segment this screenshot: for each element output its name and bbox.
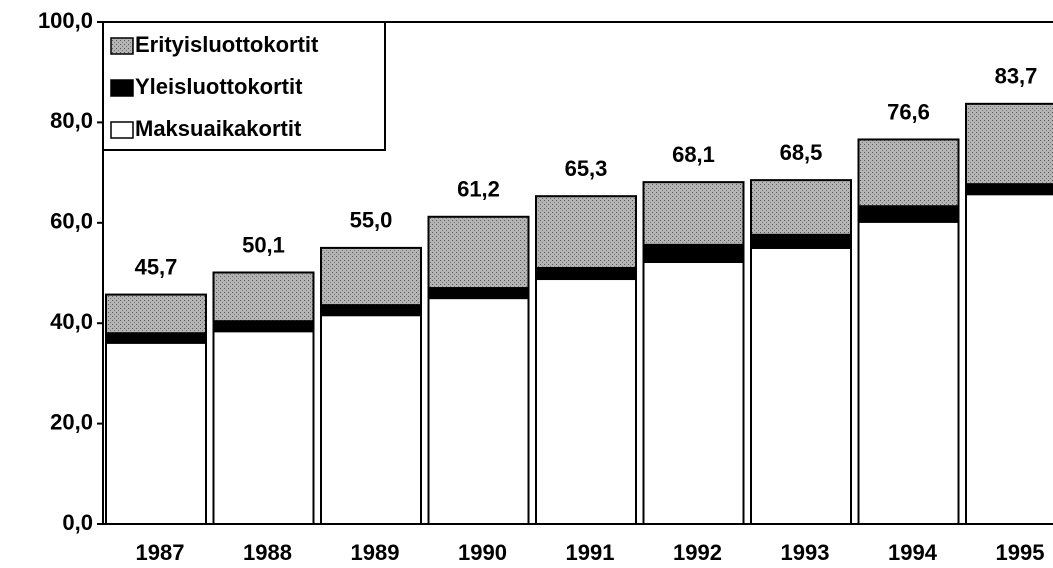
x-tick-label: 1992 bbox=[673, 540, 722, 565]
x-tick-label: 1989 bbox=[351, 540, 400, 565]
x-tick-label: 1994 bbox=[888, 540, 938, 565]
bar-segment bbox=[105, 341, 207, 526]
total-label: 55,0 bbox=[350, 208, 393, 233]
bar-segment bbox=[535, 278, 637, 525]
bar-segment bbox=[750, 179, 852, 236]
x-tick-label: 1995 bbox=[996, 540, 1045, 565]
y-tick-label: 60,0 bbox=[50, 209, 93, 234]
y-tick-label: 40,0 bbox=[50, 309, 93, 334]
bar-segment bbox=[965, 193, 1053, 525]
total-label: 68,5 bbox=[780, 140, 823, 165]
total-label: 45,7 bbox=[135, 254, 178, 279]
bar-segment bbox=[857, 220, 960, 526]
y-tick-label: 80,0 bbox=[50, 108, 93, 133]
bar-segment bbox=[750, 233, 852, 249]
bar-segment bbox=[212, 271, 315, 323]
total-label: 65,3 bbox=[565, 156, 608, 181]
total-label: 68,1 bbox=[672, 142, 715, 167]
legend-swatch bbox=[110, 121, 134, 139]
total-label: 61,2 bbox=[457, 177, 500, 202]
x-tick-label: 1993 bbox=[781, 540, 830, 565]
bar-segment bbox=[105, 332, 207, 344]
x-tick-label: 1987 bbox=[136, 540, 185, 565]
bar-segment bbox=[320, 304, 422, 317]
bar-segment bbox=[857, 138, 960, 208]
bar-segment bbox=[427, 215, 530, 290]
x-tick-label: 1990 bbox=[458, 540, 507, 565]
y-tick-label: 0,0 bbox=[62, 510, 93, 535]
bar-segment bbox=[642, 243, 745, 263]
legend-swatch bbox=[110, 79, 134, 97]
bar-segment bbox=[535, 195, 637, 269]
y-tick-label: 100,0 bbox=[38, 8, 93, 33]
bar-segment bbox=[105, 293, 207, 335]
bar-segment bbox=[212, 320, 315, 333]
bar-segment bbox=[642, 260, 745, 525]
bar-segment bbox=[427, 287, 530, 300]
total-label: 50,1 bbox=[242, 232, 285, 257]
legend-box bbox=[102, 21, 386, 151]
bar-segment bbox=[965, 102, 1053, 186]
legend-label: Erityisluottokortit bbox=[135, 32, 319, 57]
bar-segment bbox=[320, 246, 422, 307]
legend-swatch bbox=[110, 37, 134, 55]
bar-segment bbox=[427, 297, 530, 525]
legend-label: Maksuaikakortit bbox=[135, 116, 302, 141]
y-tick-label: 20,0 bbox=[50, 409, 93, 434]
total-label: 83,7 bbox=[995, 64, 1038, 89]
x-tick-label: 1991 bbox=[566, 540, 615, 565]
total-label: 76,6 bbox=[887, 99, 930, 124]
bar-segment bbox=[965, 183, 1053, 196]
bar-segment bbox=[857, 205, 960, 223]
legend-label: Yleisluottokortit bbox=[135, 74, 303, 99]
bar-segment bbox=[750, 246, 852, 525]
bar-segment bbox=[535, 266, 637, 281]
bar-segment bbox=[320, 314, 422, 525]
x-tick-label: 1988 bbox=[243, 540, 292, 565]
bar-segment bbox=[642, 181, 745, 246]
bar-segment bbox=[212, 330, 315, 525]
